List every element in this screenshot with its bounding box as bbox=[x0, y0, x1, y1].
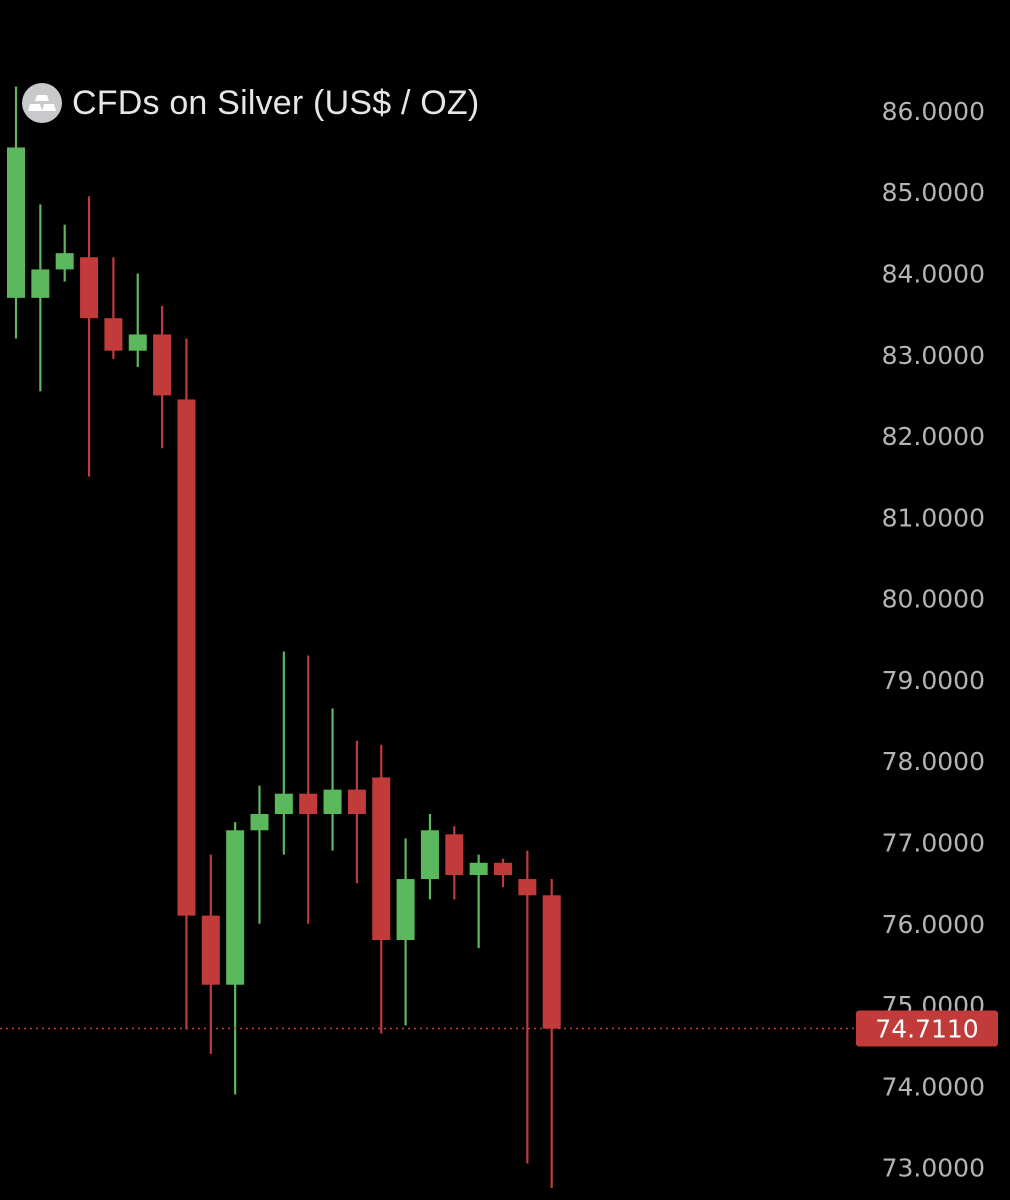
candle bbox=[372, 744, 391, 1034]
candle-body bbox=[347, 789, 366, 815]
candle bbox=[518, 850, 537, 1164]
candle-body bbox=[104, 318, 123, 351]
y-tick-label: 81.0000 bbox=[882, 503, 985, 532]
candle bbox=[420, 814, 439, 900]
candles-layer bbox=[7, 86, 561, 1188]
candle-body bbox=[518, 879, 537, 896]
candle bbox=[153, 305, 172, 449]
candle-body bbox=[274, 793, 293, 815]
y-tick-label: 86.0000 bbox=[882, 97, 985, 126]
candle bbox=[347, 740, 366, 884]
y-tick-label: 79.0000 bbox=[882, 666, 985, 695]
candle-body bbox=[445, 834, 464, 875]
y-tick-label: 76.0000 bbox=[882, 910, 985, 939]
y-tick-label: 74.0000 bbox=[882, 1072, 985, 1101]
candle bbox=[55, 224, 74, 282]
candle-body bbox=[372, 777, 391, 941]
y-tick-label: 85.0000 bbox=[882, 178, 985, 207]
candle-body bbox=[469, 862, 488, 875]
candle bbox=[250, 785, 269, 924]
candle bbox=[299, 655, 318, 924]
y-tick-label: 83.0000 bbox=[882, 341, 985, 370]
candle bbox=[274, 651, 293, 855]
candle-body bbox=[201, 915, 220, 985]
candle bbox=[201, 854, 220, 1054]
instrument-title: CFDs on Silver (US$ / OZ) bbox=[72, 83, 480, 122]
candle-body bbox=[494, 862, 512, 875]
chart-header: CFDs on Silver (US$ / OZ) bbox=[22, 82, 479, 124]
y-tick-label: 77.0000 bbox=[882, 828, 985, 857]
y-tick-label: 84.0000 bbox=[882, 259, 985, 288]
candle-body bbox=[31, 269, 50, 298]
candle bbox=[7, 86, 25, 339]
candle bbox=[445, 826, 464, 900]
candle-body bbox=[420, 830, 439, 880]
candle bbox=[226, 822, 245, 1095]
candle-body bbox=[177, 399, 196, 916]
price-axis: 86.0000 85.0000 84.0000 83.0000 82.0000 81.00… bbox=[882, 97, 985, 1183]
candle-body bbox=[299, 793, 318, 815]
last-price-line-layer: 74.7110 bbox=[0, 1010, 998, 1047]
candle-body bbox=[323, 789, 342, 815]
candle bbox=[494, 858, 512, 888]
y-tick-label: 78.0000 bbox=[882, 747, 985, 776]
candle bbox=[128, 273, 147, 367]
candle-body bbox=[250, 814, 269, 831]
candle bbox=[469, 854, 488, 949]
candle bbox=[80, 196, 99, 477]
candle-body bbox=[226, 830, 245, 985]
silver-bars-icon bbox=[22, 83, 62, 123]
candle bbox=[542, 879, 561, 1188]
candle-body bbox=[153, 334, 172, 396]
candle-body bbox=[55, 253, 74, 270]
candle bbox=[323, 708, 342, 851]
candle bbox=[31, 204, 50, 392]
last-price-label: 74.7110 bbox=[875, 1015, 978, 1044]
last-price-tag bbox=[856, 1010, 998, 1047]
candle-body bbox=[128, 334, 147, 351]
candle bbox=[104, 257, 123, 359]
candle-body bbox=[396, 879, 415, 941]
candle-body bbox=[80, 257, 99, 319]
candle bbox=[396, 838, 415, 1026]
candle bbox=[177, 338, 196, 1030]
candle-body bbox=[7, 147, 25, 298]
candle-body bbox=[542, 895, 561, 1029]
y-tick-label: 80.0000 bbox=[882, 585, 985, 614]
y-tick-label: 82.0000 bbox=[882, 422, 985, 451]
y-tick-label: 73.0000 bbox=[882, 1154, 985, 1183]
